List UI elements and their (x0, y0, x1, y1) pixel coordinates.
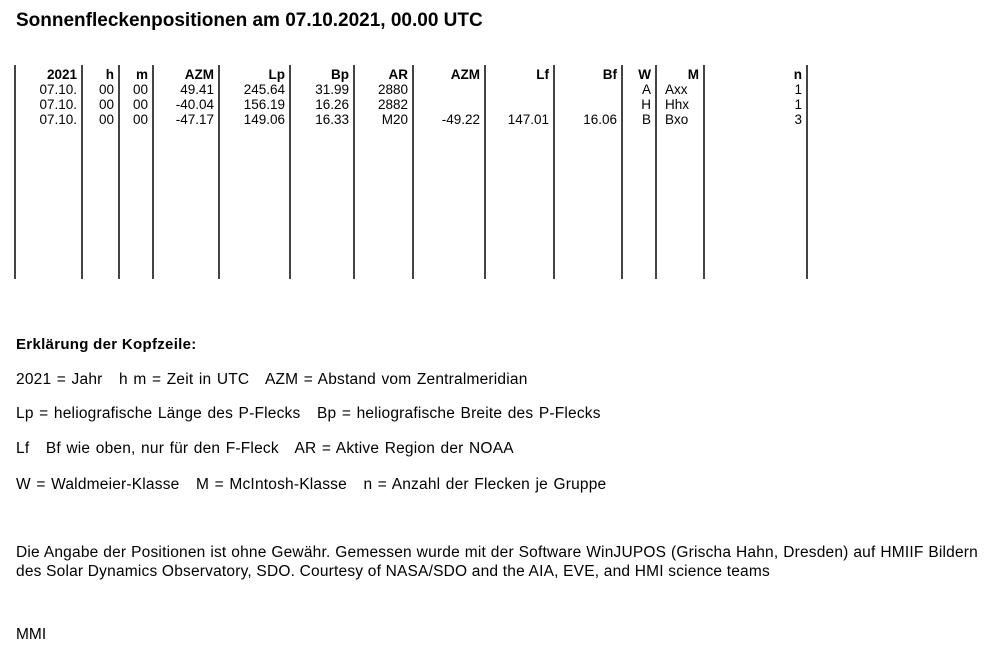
empty-cell (655, 127, 704, 279)
table-cell: -40.04 (152, 97, 219, 112)
table-cell: 16.33 (289, 112, 354, 127)
table-cell: 00 (81, 97, 119, 112)
table-cell: 07.10. (14, 97, 82, 112)
table-cell (553, 82, 622, 97)
disclaimer: Die Angabe der Positionen ist ohne Gewäh… (16, 544, 978, 580)
column-header: M (655, 65, 704, 82)
empty-cell (353, 127, 413, 279)
table-cell (484, 97, 554, 112)
table-cell: 07.10. (14, 112, 82, 127)
table-row: 07.10. 00 00 -40.04 156.19 16.26 2882 H Hhx 1 (14, 97, 808, 112)
table-cell: 2882 (353, 97, 413, 112)
table-cell: 07.10. (14, 82, 82, 97)
explanation-line: W = Waldmeier-Klasse M = McIntosh-Klasse… (16, 476, 607, 493)
empty-cell (81, 127, 119, 279)
empty-cell (289, 127, 354, 279)
empty-cell (118, 127, 153, 279)
table-cell: 00 (118, 112, 153, 127)
column-header: h (81, 65, 119, 82)
table-cell (553, 97, 622, 112)
table-row: 07.10. 00 00 -47.17 149.06 16.33 M20 -49.22 147.… (14, 112, 808, 127)
page-title: Sonnenfleckenpositionen am 07.10.2021, 0… (16, 10, 483, 31)
table-cell: 49.41 (152, 82, 219, 97)
empty-cell (218, 127, 290, 279)
empty-rows (14, 127, 808, 279)
table-cell: 16.26 (289, 97, 354, 112)
table-cell: 00 (118, 97, 153, 112)
explanation-line: 2021 = Jahr h m = Zeit in UTC AZM = Abst… (16, 371, 528, 388)
table-cell: H (621, 97, 656, 112)
table-cell: 149.06 (218, 112, 290, 127)
empty-cell (412, 127, 485, 279)
table-cell: 00 (81, 112, 119, 127)
table-cell: -49.22 (412, 112, 485, 127)
empty-cell (553, 127, 622, 279)
table-cell: B (621, 112, 656, 127)
column-header: W (621, 65, 656, 82)
column-header: 2021 (14, 65, 82, 82)
column-header: AR (353, 65, 413, 82)
table-cell: Hhx (655, 97, 704, 112)
table-cell: 1 (703, 97, 808, 112)
table-cell: A (621, 82, 656, 97)
column-header: n (703, 65, 808, 82)
column-header: m (118, 65, 153, 82)
table-cell: Axx (655, 82, 704, 97)
empty-cell (484, 127, 554, 279)
table-cell: Bxo (655, 112, 704, 127)
explanation-line: Lp = heliografische Länge des P-Flecks B… (16, 405, 601, 422)
column-header: Bp (289, 65, 354, 82)
table-cell: M20 (353, 112, 413, 127)
table-cell: 245.64 (218, 82, 290, 97)
table-cell (484, 82, 554, 97)
column-header: Lf (484, 65, 554, 82)
table-row: 07.10. 00 00 49.41 245.64 31.99 2880 A Axx 1 (14, 82, 808, 97)
empty-cell (152, 127, 219, 279)
empty-cell (621, 127, 656, 279)
explanation-line: Lf Bf wie oben, nur für den F-Fleck AR =… (16, 440, 514, 457)
table-cell: 156.19 (218, 97, 290, 112)
explanation-heading: Erklärung der Kopfzeile: (16, 336, 197, 353)
table-cell: 31.99 (289, 82, 354, 97)
signature: MMI (16, 626, 47, 643)
table-cell: 147.01 (484, 112, 554, 127)
empty-cell (14, 127, 82, 279)
table-cell (412, 82, 485, 97)
empty-cell (703, 127, 808, 279)
column-header: Bf (553, 65, 622, 82)
column-header: Lp (218, 65, 290, 82)
table-cell: 00 (81, 82, 119, 97)
table-cell: 3 (703, 112, 808, 127)
table-cell (412, 97, 485, 112)
table-cell: -47.17 (152, 112, 219, 127)
column-header: AZM (152, 65, 219, 82)
table-cell: 1 (703, 82, 808, 97)
table-cell: 00 (118, 82, 153, 97)
column-header: AZM (412, 65, 485, 82)
table-cell: 16.06 (553, 112, 622, 127)
table-cell: 2880 (353, 82, 413, 97)
